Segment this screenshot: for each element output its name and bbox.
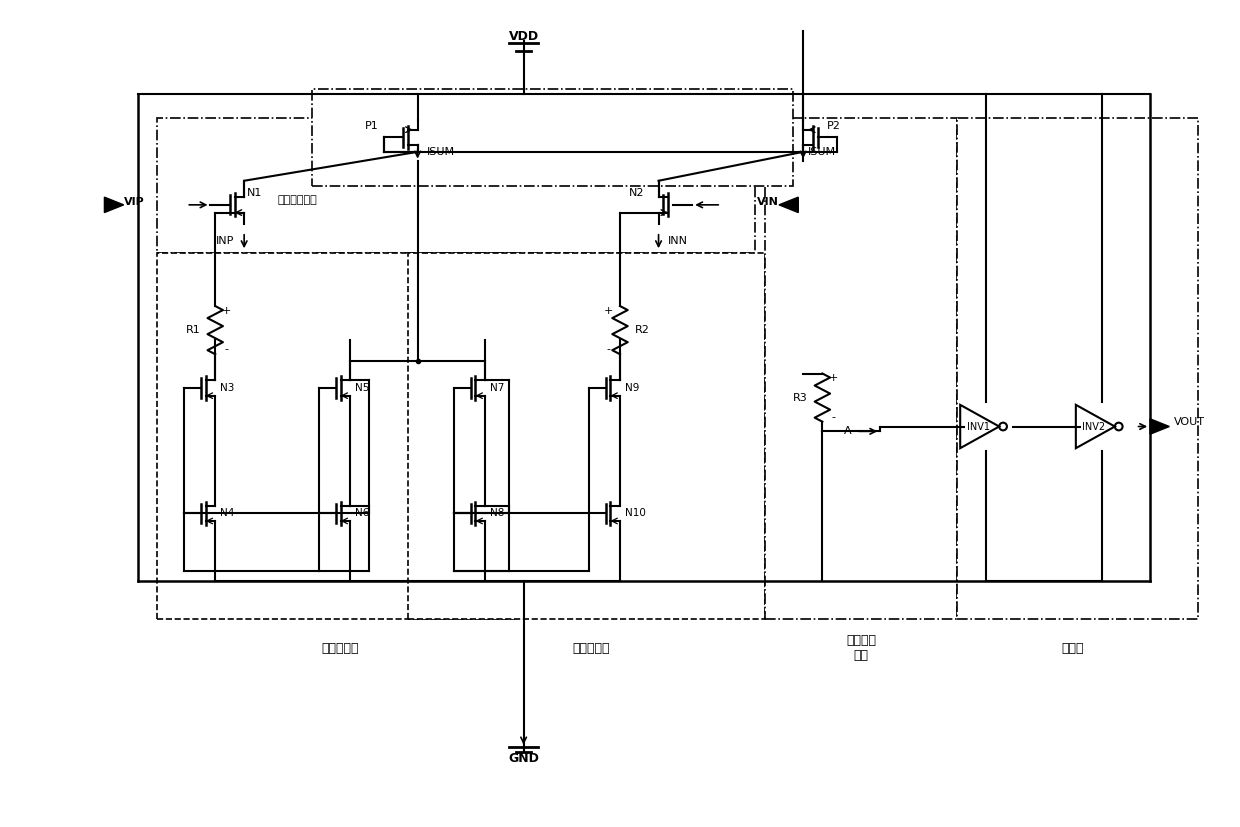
Text: ISUM: ISUM (428, 147, 455, 157)
Text: INP: INP (216, 237, 234, 246)
Bar (157, 253, 515, 619)
Text: 信号转换对管: 信号转换对管 (278, 195, 317, 205)
Text: VOUT: VOUT (1174, 417, 1205, 427)
Text: 第一电流镜: 第一电流镜 (321, 642, 360, 655)
Text: ISUM: ISUM (808, 147, 836, 157)
Text: N7: N7 (490, 383, 505, 393)
Text: +: + (222, 306, 232, 316)
Text: -: - (606, 344, 610, 355)
Text: N10: N10 (625, 509, 646, 519)
Polygon shape (779, 197, 799, 213)
Text: N1: N1 (247, 189, 263, 198)
Bar (408, 253, 765, 619)
Text: VIP: VIP (124, 197, 144, 207)
Text: GND: GND (508, 753, 539, 766)
Bar (311, 89, 794, 185)
Text: N6: N6 (355, 509, 370, 519)
Text: +: + (604, 306, 613, 316)
Text: N8: N8 (490, 509, 505, 519)
Text: -: - (224, 344, 229, 355)
Text: N4: N4 (219, 509, 234, 519)
Text: -: - (832, 412, 836, 422)
Text: N5: N5 (355, 383, 370, 393)
Text: R3: R3 (794, 393, 808, 403)
Bar (765, 118, 957, 619)
Text: INV2: INV2 (1083, 422, 1106, 432)
Text: R2: R2 (635, 325, 650, 335)
Text: P1: P1 (366, 121, 379, 131)
Polygon shape (104, 197, 124, 213)
Bar (957, 118, 1198, 619)
Text: 第二电流镜: 第二电流镜 (573, 642, 610, 655)
Polygon shape (1149, 418, 1169, 434)
Text: VDD: VDD (508, 30, 538, 43)
Text: A: A (843, 427, 852, 437)
Text: +: + (830, 373, 838, 384)
Text: 信号恢复
电路: 信号恢复 电路 (846, 634, 875, 662)
Text: VIN: VIN (758, 197, 779, 207)
Text: INV1: INV1 (967, 422, 990, 432)
Bar (157, 118, 755, 253)
Text: 输出级: 输出级 (1061, 642, 1084, 655)
Text: N2: N2 (629, 189, 644, 198)
Text: N3: N3 (219, 383, 234, 393)
Text: P2: P2 (827, 121, 841, 131)
Text: N9: N9 (625, 383, 639, 393)
Text: R1: R1 (186, 325, 201, 335)
Text: INN: INN (668, 237, 688, 246)
